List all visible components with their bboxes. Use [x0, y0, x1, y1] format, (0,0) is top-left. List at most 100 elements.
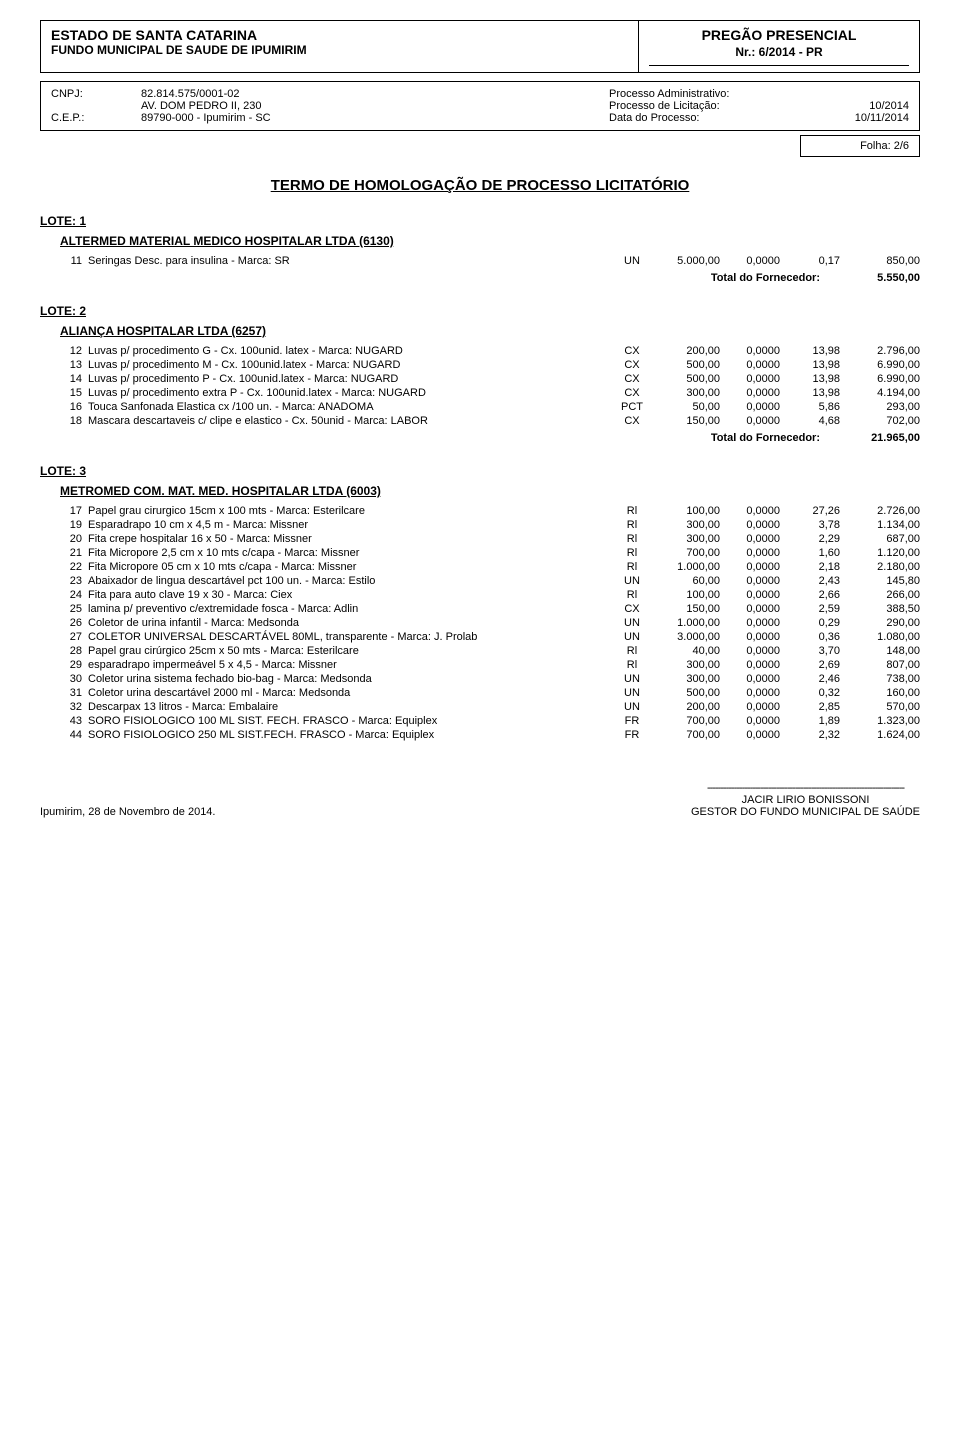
item-num: 12	[60, 345, 88, 357]
item-pct: 0,0000	[720, 701, 780, 713]
item-row: 29esparadrapo impermeável 5 x 4,5 - Marc…	[40, 658, 920, 672]
signature-name: JACIR LIRIO BONISSONI	[691, 794, 920, 806]
item-num: 43	[60, 715, 88, 727]
item-qty: 150,00	[650, 603, 720, 615]
item-pct: 0,0000	[720, 345, 780, 357]
footer-signature: ----------------------------------------…	[691, 782, 920, 818]
vendor-total-label: Total do Fornecedor:	[711, 272, 820, 284]
item-num: 13	[60, 359, 88, 371]
sub-right: Processo Administrativo: Processo de Lic…	[599, 82, 919, 130]
item-unitprice: 0,29	[780, 617, 840, 629]
item-total: 160,00	[840, 687, 920, 699]
item-unitprice: 2,66	[780, 589, 840, 601]
item-num: 11	[60, 255, 88, 267]
item-row: 12Luvas p/ procedimento G - Cx. 100unid.…	[40, 344, 920, 358]
item-row: 25lamina p/ preventivo c/extremidade fos…	[40, 602, 920, 616]
item-total: 293,00	[840, 401, 920, 413]
item-row: 32Descarpax 13 litros - Marca: Embalaire…	[40, 700, 920, 714]
item-pct: 0,0000	[720, 415, 780, 427]
item-unit: CX	[614, 373, 650, 385]
item-row: 16Touca Sanfonada Elastica cx /100 un. -…	[40, 400, 920, 414]
item-unitprice: 4,68	[780, 415, 840, 427]
main-title: TERMO DE HOMOLOGAÇÃO DE PROCESSO LICITAT…	[40, 177, 920, 194]
item-total: 1.080,00	[840, 631, 920, 643]
item-unitprice: 2,32	[780, 729, 840, 741]
item-pct: 0,0000	[720, 673, 780, 685]
item-desc: Mascara descartaveis c/ clipe e elastico…	[88, 415, 614, 427]
item-desc: Coletor urina sistema fechado bio-bag - …	[88, 673, 614, 685]
item-pct: 0,0000	[720, 505, 780, 517]
item-qty: 300,00	[650, 533, 720, 545]
item-row: 21Fita Micropore 2,5 cm x 10 mts c/capa …	[40, 546, 920, 560]
item-unitprice: 13,98	[780, 345, 840, 357]
item-row: 19Esparadrapo 10 cm x 4,5 m - Marca: Mis…	[40, 518, 920, 532]
item-desc: SORO FISIOLOGICO 250 ML SIST.FECH. FRASC…	[88, 729, 614, 741]
item-pct: 0,0000	[720, 255, 780, 267]
endereco-row: AV. DOM PEDRO II, 230	[51, 100, 589, 112]
item-qty: 700,00	[650, 715, 720, 727]
footer: Ipumirim, 28 de Novembro de 2014. ------…	[40, 782, 920, 818]
item-qty: 100,00	[650, 589, 720, 601]
item-unitprice: 2,29	[780, 533, 840, 545]
item-row: 23Abaixador de lingua descartável pct 10…	[40, 574, 920, 588]
item-desc: Abaixador de lingua descartável pct 100 …	[88, 575, 614, 587]
item-qty: 50,00	[650, 401, 720, 413]
item-desc: Fita Micropore 05 cm x 10 mts c/capa - M…	[88, 561, 614, 573]
item-unitprice: 3,78	[780, 519, 840, 531]
pregao-title: PREGÃO PRESENCIAL	[649, 27, 909, 43]
estado-title: ESTADO DE SANTA CATARINA	[51, 27, 628, 43]
vendor-total-value: 21.965,00	[840, 432, 920, 444]
item-pct: 0,0000	[720, 533, 780, 545]
vendor-label: ALTERMED MATERIAL MEDICO HOSPITALAR LTDA…	[60, 234, 920, 248]
item-unit: Rl	[614, 659, 650, 671]
item-desc: Luvas p/ procedimento extra P - Cx. 100u…	[88, 387, 614, 399]
vendor-label: ALIANÇA HOSPITALAR LTDA (6257)	[60, 324, 920, 338]
item-unit: Rl	[614, 645, 650, 657]
cnpj-label: CNPJ:	[51, 88, 141, 100]
item-total: 388,50	[840, 603, 920, 615]
item-unit: FR	[614, 715, 650, 727]
item-num: 24	[60, 589, 88, 601]
item-qty: 1.000,00	[650, 561, 720, 573]
item-qty: 5.000,00	[650, 255, 720, 267]
item-desc: COLETOR UNIVERSAL DESCARTÁVEL 80ML, tran…	[88, 631, 614, 643]
item-total: 807,00	[840, 659, 920, 671]
vendor-total-row: Total do Fornecedor:5.550,00	[40, 268, 920, 294]
item-pct: 0,0000	[720, 519, 780, 531]
item-row: 15Luvas p/ procedimento extra P - Cx. 10…	[40, 386, 920, 400]
item-pct: 0,0000	[720, 715, 780, 727]
item-unitprice: 0,36	[780, 631, 840, 643]
item-total: 148,00	[840, 645, 920, 657]
item-unitprice: 0,17	[780, 255, 840, 267]
item-total: 570,00	[840, 701, 920, 713]
item-num: 27	[60, 631, 88, 643]
proc-lic-value: 10/2014	[869, 100, 909, 112]
item-total: 687,00	[840, 533, 920, 545]
item-pct: 0,0000	[720, 687, 780, 699]
item-num: 20	[60, 533, 88, 545]
item-total: 1.323,00	[840, 715, 920, 727]
item-unit: UN	[614, 687, 650, 699]
cep-row: C.E.P.: 89790-000 - Ipumirim - SC	[51, 112, 589, 124]
item-num: 19	[60, 519, 88, 531]
item-row: 26Coletor de urina infantil - Marca: Med…	[40, 616, 920, 630]
item-pct: 0,0000	[720, 729, 780, 741]
item-row: 44SORO FISIOLOGICO 250 ML SIST.FECH. FRA…	[40, 728, 920, 742]
item-unitprice: 1,60	[780, 547, 840, 559]
item-total: 145,80	[840, 575, 920, 587]
item-qty: 150,00	[650, 415, 720, 427]
data-proc-row: Data do Processo: 10/11/2014	[609, 112, 909, 124]
data-proc-label: Data do Processo:	[609, 112, 700, 124]
item-unit: Rl	[614, 505, 650, 517]
item-desc: Luvas p/ procedimento G - Cx. 100unid. l…	[88, 345, 614, 357]
item-total: 290,00	[840, 617, 920, 629]
cnpj-value: 82.814.575/0001-02	[141, 88, 239, 100]
item-unit: UN	[614, 255, 650, 267]
sub-box: CNPJ: 82.814.575/0001-02 AV. DOM PEDRO I…	[40, 81, 920, 131]
item-qty: 700,00	[650, 547, 720, 559]
item-num: 44	[60, 729, 88, 741]
item-unit: Rl	[614, 519, 650, 531]
item-total: 738,00	[840, 673, 920, 685]
item-row: 27COLETOR UNIVERSAL DESCARTÁVEL 80ML, tr…	[40, 630, 920, 644]
item-unit: CX	[614, 345, 650, 357]
